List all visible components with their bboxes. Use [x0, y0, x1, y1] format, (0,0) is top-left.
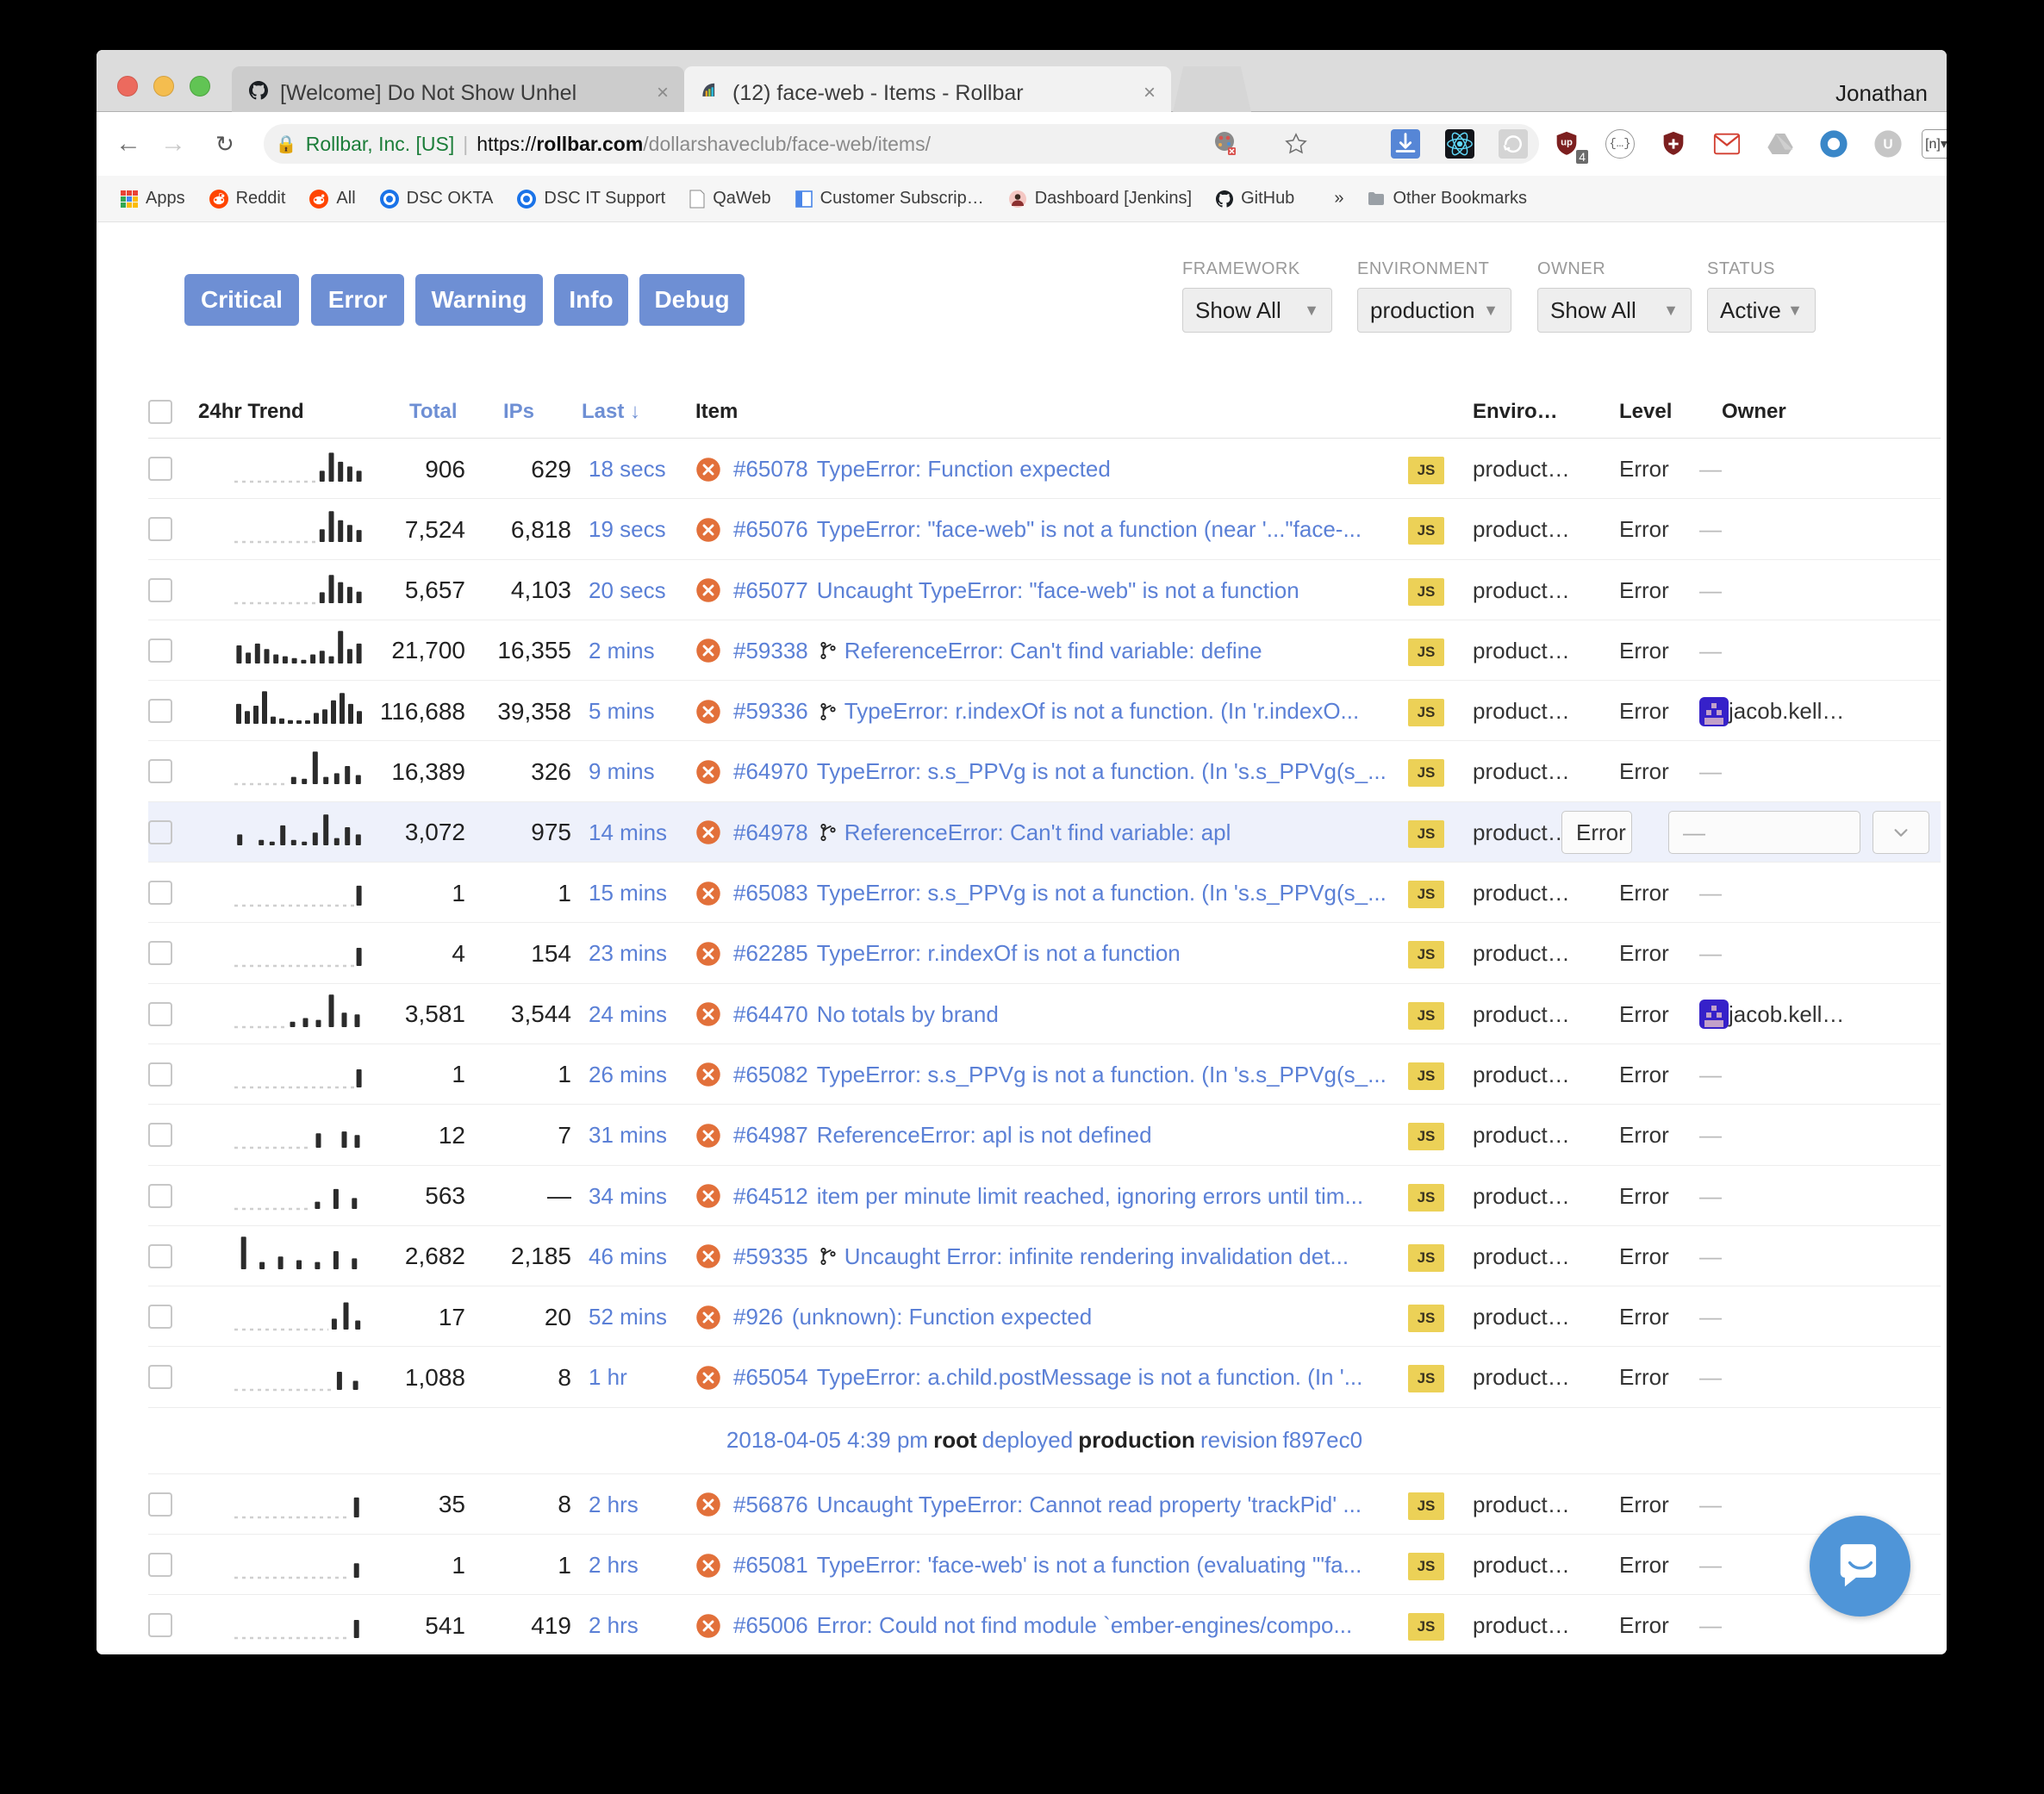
svg-text:up: up — [1561, 137, 1573, 147]
svg-text:U: U — [1883, 138, 1892, 153]
